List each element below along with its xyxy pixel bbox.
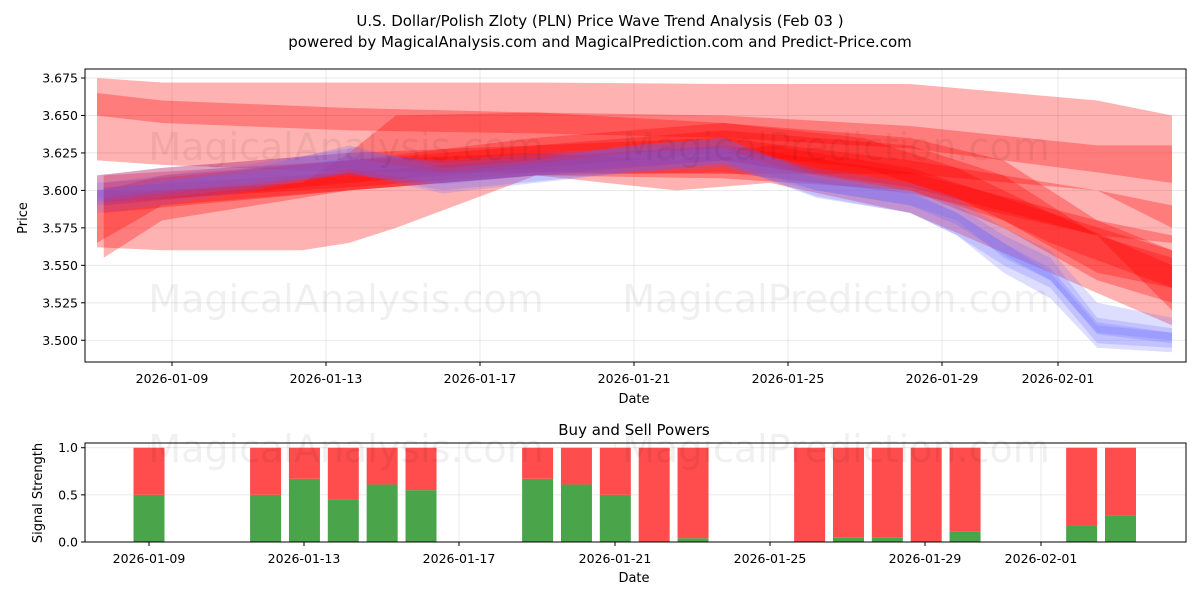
watermark-analysis-top-2: MagicalAnalysis.com [148, 277, 543, 321]
buy-bar-10 [677, 538, 709, 542]
buy-bar-1 [250, 494, 282, 542]
buy-bar-2 [288, 478, 320, 542]
buy-bar-17 [1105, 515, 1136, 542]
red-wave-band-6 [103, 123, 1173, 288]
price-y-tick-label-6: 3.650 [42, 108, 78, 123]
red-wave-band-4 [103, 145, 1173, 326]
signal-x-tick-label-0: 2026-01-09 [113, 551, 186, 566]
signal-x-axis-label: Date [618, 571, 649, 586]
sell-bar-11 [794, 447, 826, 542]
sell-bar-2 [288, 447, 320, 479]
red-wave-band-3 [97, 137, 1172, 311]
buy-bar-6 [522, 478, 554, 542]
signal-y-tick-label-2: 1.0 [58, 440, 78, 455]
buy-bar-5 [405, 490, 437, 542]
sell-bar-7 [560, 447, 592, 485]
buy-bar-0 [133, 494, 165, 542]
watermark-prediction-top-2: MagicalPrediction.com [622, 277, 1050, 321]
price-wave-bands [97, 78, 1173, 353]
price-x-ticks: 2026-01-09 2026-01-13 2026-01-17 2026-01-21… [136, 362, 1095, 386]
sell-bar-0 [133, 447, 165, 495]
price-x-tick-label-2: 2026-01-17 [444, 371, 517, 386]
blue-wave-band-0 [97, 145, 1172, 341]
price-y-tick-label-3: 3.575 [42, 220, 78, 235]
watermark-analysis-bottom: MagicalAnalysis.com [148, 427, 543, 471]
sell-bar-9 [638, 447, 670, 542]
red-wave-band-7 [103, 145, 1173, 243]
price-x-axis-label: Date [618, 392, 649, 407]
signal-panel: Buy and Sell Powers MagicalAnalysis.com … [31, 421, 1187, 586]
watermark-analysis-top-1: MagicalAnalysis.com [148, 125, 543, 169]
sell-bar-10 [677, 447, 709, 539]
signal-y-axis-label: Signal Strength [31, 443, 46, 543]
watermark-prediction-bottom: MagicalPrediction.com [622, 427, 1050, 471]
sell-bar-6 [522, 447, 554, 479]
blue-wave-band-1 [97, 137, 1172, 353]
price-y-tick-label-1: 3.525 [42, 295, 78, 310]
price-x-tick-label-3: 2026-01-21 [598, 371, 671, 386]
buy-bar-16 [1066, 525, 1098, 542]
price-x-tick-label-6: 2026-02-01 [1022, 371, 1095, 386]
sell-bar-3 [327, 447, 359, 500]
blue-wave-band-3 [97, 148, 1172, 344]
price-x-tick-label-4: 2026-01-25 [752, 371, 825, 386]
red-wave-band-0 [97, 78, 1172, 228]
signal-x-tick-label-1: 2026-01-13 [268, 551, 341, 566]
sell-bar-17 [1105, 447, 1136, 516]
price-x-tick-label-1: 2026-01-13 [290, 371, 363, 386]
signal-x-tick-label-2: 2026-01-17 [423, 551, 496, 566]
price-plot-area [85, 69, 1186, 362]
chart-subtitle: powered by MagicalAnalysis.com and Magic… [288, 33, 912, 51]
price-plot-frame [84, 68, 1187, 363]
signal-x-tick-label-5: 2026-01-29 [889, 551, 962, 566]
signal-y-ticks: 0.0 0.5 1.0 [58, 440, 85, 550]
price-y-ticks: 3.500 3.525 3.550 3.575 3.600 3.625 3.650 3.675 [42, 70, 85, 348]
buy-bar-13 [871, 537, 903, 542]
buy-bar-8 [599, 494, 631, 542]
sell-bar-1 [250, 447, 282, 495]
signal-y-tick-label-1: 0.5 [58, 487, 78, 502]
price-gridlines [85, 69, 1186, 362]
chart-title: U.S. Dollar/Polish Zloty (PLN) Price Wav… [356, 12, 843, 30]
price-y-axis-label: Price [16, 202, 31, 234]
signal-x-ticks: 2026-01-09 2026-01-13 2026-01-17 2026-01-21… [113, 542, 1078, 566]
buy-bar-12 [832, 537, 864, 542]
red-wave-band-5 [103, 130, 1173, 303]
sell-bar-4 [366, 447, 398, 485]
blue-wave-band-2 [97, 137, 1172, 348]
sell-bar-12 [832, 447, 864, 538]
watermark-prediction-top-1: MagicalPrediction.com [622, 125, 1050, 169]
price-y-tick-label-5: 3.625 [42, 145, 78, 160]
price-panel: MagicalAnalysis.com MagicalPrediction.co… [16, 68, 1187, 407]
signal-y-tick-label-0: 0.0 [58, 535, 78, 550]
sell-bar-5 [405, 447, 437, 491]
sell-bar-13 [871, 447, 903, 538]
red-wave-band-2 [97, 112, 1172, 288]
signal-bars [133, 447, 1136, 542]
signal-x-tick-label-6: 2026-02-01 [1005, 551, 1078, 566]
price-y-tick-label-4: 3.600 [42, 183, 78, 198]
buy-bar-15 [949, 531, 981, 542]
buy-bar-7 [560, 484, 592, 542]
sell-bar-16 [1066, 447, 1098, 526]
price-x-tick-label-5: 2026-01-29 [906, 371, 979, 386]
buy-bar-3 [327, 499, 359, 542]
price-y-tick-label-2: 3.550 [42, 258, 78, 273]
sell-bar-14 [910, 447, 942, 542]
price-y-tick-label-0: 3.500 [42, 333, 78, 348]
signal-plot-frame [84, 442, 1187, 543]
price-x-tick-label-0: 2026-01-09 [136, 371, 209, 386]
buy-bar-4 [366, 484, 398, 542]
signal-x-tick-label-3: 2026-01-21 [579, 551, 652, 566]
sell-bar-8 [599, 447, 631, 495]
red-wave-band-1 [97, 93, 1172, 183]
sell-bar-15 [949, 447, 981, 532]
signal-x-tick-label-4: 2026-01-25 [734, 551, 807, 566]
price-y-tick-label-7: 3.675 [42, 70, 78, 85]
signal-panel-title: Buy and Sell Powers [558, 421, 710, 439]
